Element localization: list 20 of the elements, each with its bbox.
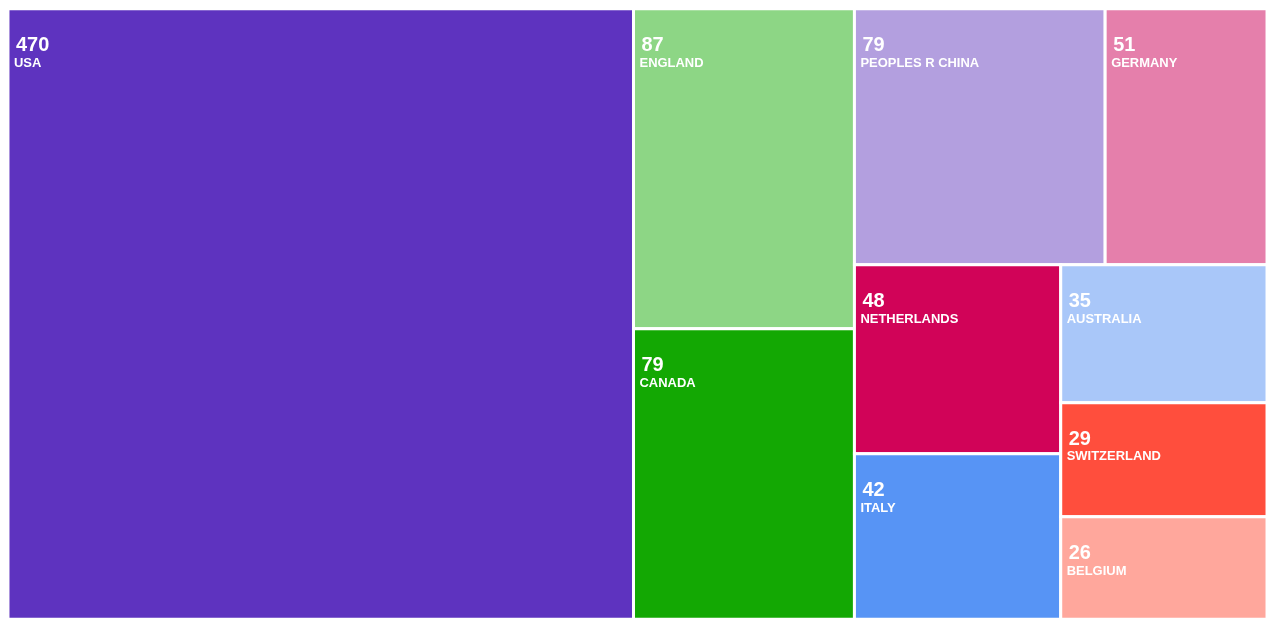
category-label: ENGLAND bbox=[639, 54, 704, 70]
data-label: 470 bbox=[15, 32, 50, 55]
data-label: 42 bbox=[862, 477, 885, 500]
category-label: CANADA bbox=[639, 374, 697, 390]
data-label: 79 bbox=[641, 352, 664, 375]
category-label: BELGIUM bbox=[1066, 562, 1127, 578]
data-label: 35 bbox=[1068, 288, 1091, 311]
data-label: 26 bbox=[1068, 540, 1091, 563]
data-label: 79 bbox=[862, 32, 885, 55]
category-label: SWITZERLAND bbox=[1066, 448, 1161, 464]
data-label: 51 bbox=[1113, 32, 1136, 55]
category-label: AUSTRALIA bbox=[1066, 310, 1143, 326]
data-label: 29 bbox=[1068, 426, 1091, 449]
data-label: 48 bbox=[862, 288, 885, 311]
data-label: 87 bbox=[641, 32, 664, 55]
category-label: PEOPLES R CHINA bbox=[860, 54, 980, 70]
category-label: GERMANY bbox=[1111, 54, 1178, 70]
category-label: ITALY bbox=[860, 499, 897, 515]
category-label: USA bbox=[13, 54, 42, 70]
category-label: NETHERLANDS bbox=[860, 310, 959, 326]
